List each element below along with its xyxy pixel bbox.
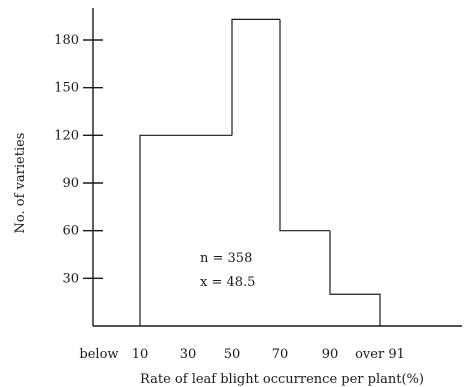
histogram-bar bbox=[280, 19, 330, 230]
y-tick-label: 180 bbox=[54, 33, 79, 48]
histogram-bar bbox=[140, 135, 188, 283]
x-tick-label: 30 bbox=[180, 347, 197, 362]
y-axis-title: No. of varieties bbox=[13, 133, 28, 234]
histogram-bar bbox=[330, 231, 380, 326]
y-tick-label: 90 bbox=[62, 176, 79, 191]
y-tick-label: 30 bbox=[62, 271, 79, 286]
annotation-n: n = 358 bbox=[200, 251, 252, 266]
y-tick-label: 150 bbox=[54, 81, 79, 96]
y-tick-label: 60 bbox=[62, 224, 79, 239]
x-tick-label: 70 bbox=[272, 347, 289, 362]
x-tick-label: 90 bbox=[322, 347, 339, 362]
x-axis-title: Rate of leaf blight occurrence per plant… bbox=[140, 372, 424, 387]
x-tick-label: over 91 bbox=[355, 347, 405, 362]
y-tick-label: 120 bbox=[54, 128, 79, 143]
histogram-bar bbox=[232, 19, 280, 135]
x-tick-label: 10 bbox=[132, 347, 149, 362]
x-tick-label: 50 bbox=[224, 347, 241, 362]
annotation-mean: x = 48.5 bbox=[200, 275, 255, 290]
x-tick-label: below bbox=[79, 347, 118, 362]
